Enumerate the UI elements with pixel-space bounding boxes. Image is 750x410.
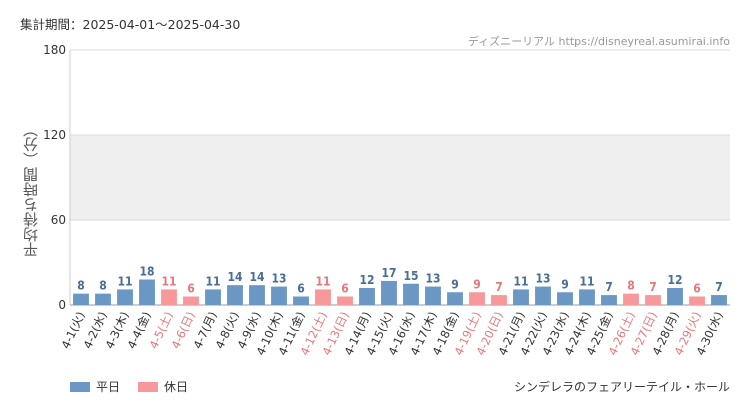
bar-5 <box>161 289 177 305</box>
data-label-11: 6 <box>297 282 305 296</box>
data-label-24: 11 <box>579 274 594 288</box>
y-tick-180: 180 <box>43 43 66 57</box>
bar-7 <box>205 289 221 305</box>
data-label-19: 9 <box>473 277 481 291</box>
data-label-30: 7 <box>715 280 723 294</box>
bar-11 <box>293 296 309 305</box>
legend-label-weekday: 平日 <box>96 380 121 394</box>
bar-29 <box>689 296 705 305</box>
data-label-5: 11 <box>161 274 176 288</box>
data-label-1: 8 <box>77 279 85 293</box>
data-label-18: 9 <box>451 277 459 291</box>
legend-label-holiday: 休日 <box>164 380 189 394</box>
bar-18 <box>447 292 463 305</box>
data-label-20: 7 <box>495 280 503 294</box>
y-tick-0: 0 <box>58 298 66 312</box>
bar-19 <box>469 292 485 305</box>
data-label-23: 9 <box>561 277 569 291</box>
data-label-3: 11 <box>117 274 132 288</box>
bar-23 <box>557 292 573 305</box>
data-label-6: 6 <box>187 282 195 296</box>
bar-17 <box>425 286 441 305</box>
data-label-12: 11 <box>315 274 330 288</box>
bar-30 <box>711 295 727 305</box>
bar-25 <box>601 295 617 305</box>
collection-period: 集計期間：2025-04-01～2025-04-30 <box>20 17 241 32</box>
data-label-28: 12 <box>667 273 682 287</box>
bar-1 <box>73 293 89 305</box>
data-label-13: 6 <box>341 282 349 296</box>
data-label-26: 8 <box>627 279 635 293</box>
data-label-4: 18 <box>139 265 154 279</box>
data-label-25: 7 <box>605 280 613 294</box>
legend-item-holiday: 休日 <box>138 378 188 395</box>
data-label-9: 14 <box>249 270 265 284</box>
band-60-120 <box>70 135 730 220</box>
bar-16 <box>403 283 419 305</box>
legend-item-weekday: 平日 <box>70 378 120 395</box>
bar-28 <box>667 288 683 305</box>
bar-3 <box>117 289 133 305</box>
bar-24 <box>579 289 595 305</box>
bar-26 <box>623 293 639 305</box>
legend: 平日 休日 <box>70 378 188 395</box>
y-tick-120: 120 <box>43 128 66 142</box>
data-label-2: 8 <box>99 279 107 293</box>
data-label-14: 12 <box>359 273 374 287</box>
bar-6 <box>183 296 199 305</box>
bar-13 <box>337 296 353 305</box>
bar-14 <box>359 288 375 305</box>
data-label-21: 11 <box>513 274 528 288</box>
bar-8 <box>227 285 243 305</box>
legend-swatch-holiday <box>138 381 159 392</box>
data-label-7: 11 <box>205 274 220 288</box>
source-link[interactable]: ディズニーリアル https://disneyreal.asumirai.inf… <box>467 35 730 48</box>
data-label-16: 15 <box>403 269 418 283</box>
bar-15 <box>381 280 397 305</box>
data-label-8: 14 <box>227 270 243 284</box>
bar-21 <box>513 289 529 305</box>
data-label-22: 13 <box>535 272 550 286</box>
attraction-name: シンデレラのフェアリーテイル・ホール <box>513 380 730 394</box>
bar-20 <box>491 295 507 305</box>
bar-27 <box>645 295 661 305</box>
data-label-10: 13 <box>271 272 286 286</box>
legend-swatch-weekday <box>70 381 90 392</box>
bar-4 <box>139 279 155 305</box>
data-label-17: 13 <box>425 272 440 286</box>
bar-12 <box>315 289 331 305</box>
bar-22 <box>535 286 551 305</box>
data-label-29: 6 <box>693 282 701 296</box>
bar-2 <box>95 293 111 305</box>
bar-10 <box>271 286 287 305</box>
data-label-15: 17 <box>381 266 396 280</box>
data-label-27: 7 <box>649 280 657 294</box>
y-tick-60: 60 <box>51 213 66 227</box>
bar-9 <box>249 285 265 305</box>
